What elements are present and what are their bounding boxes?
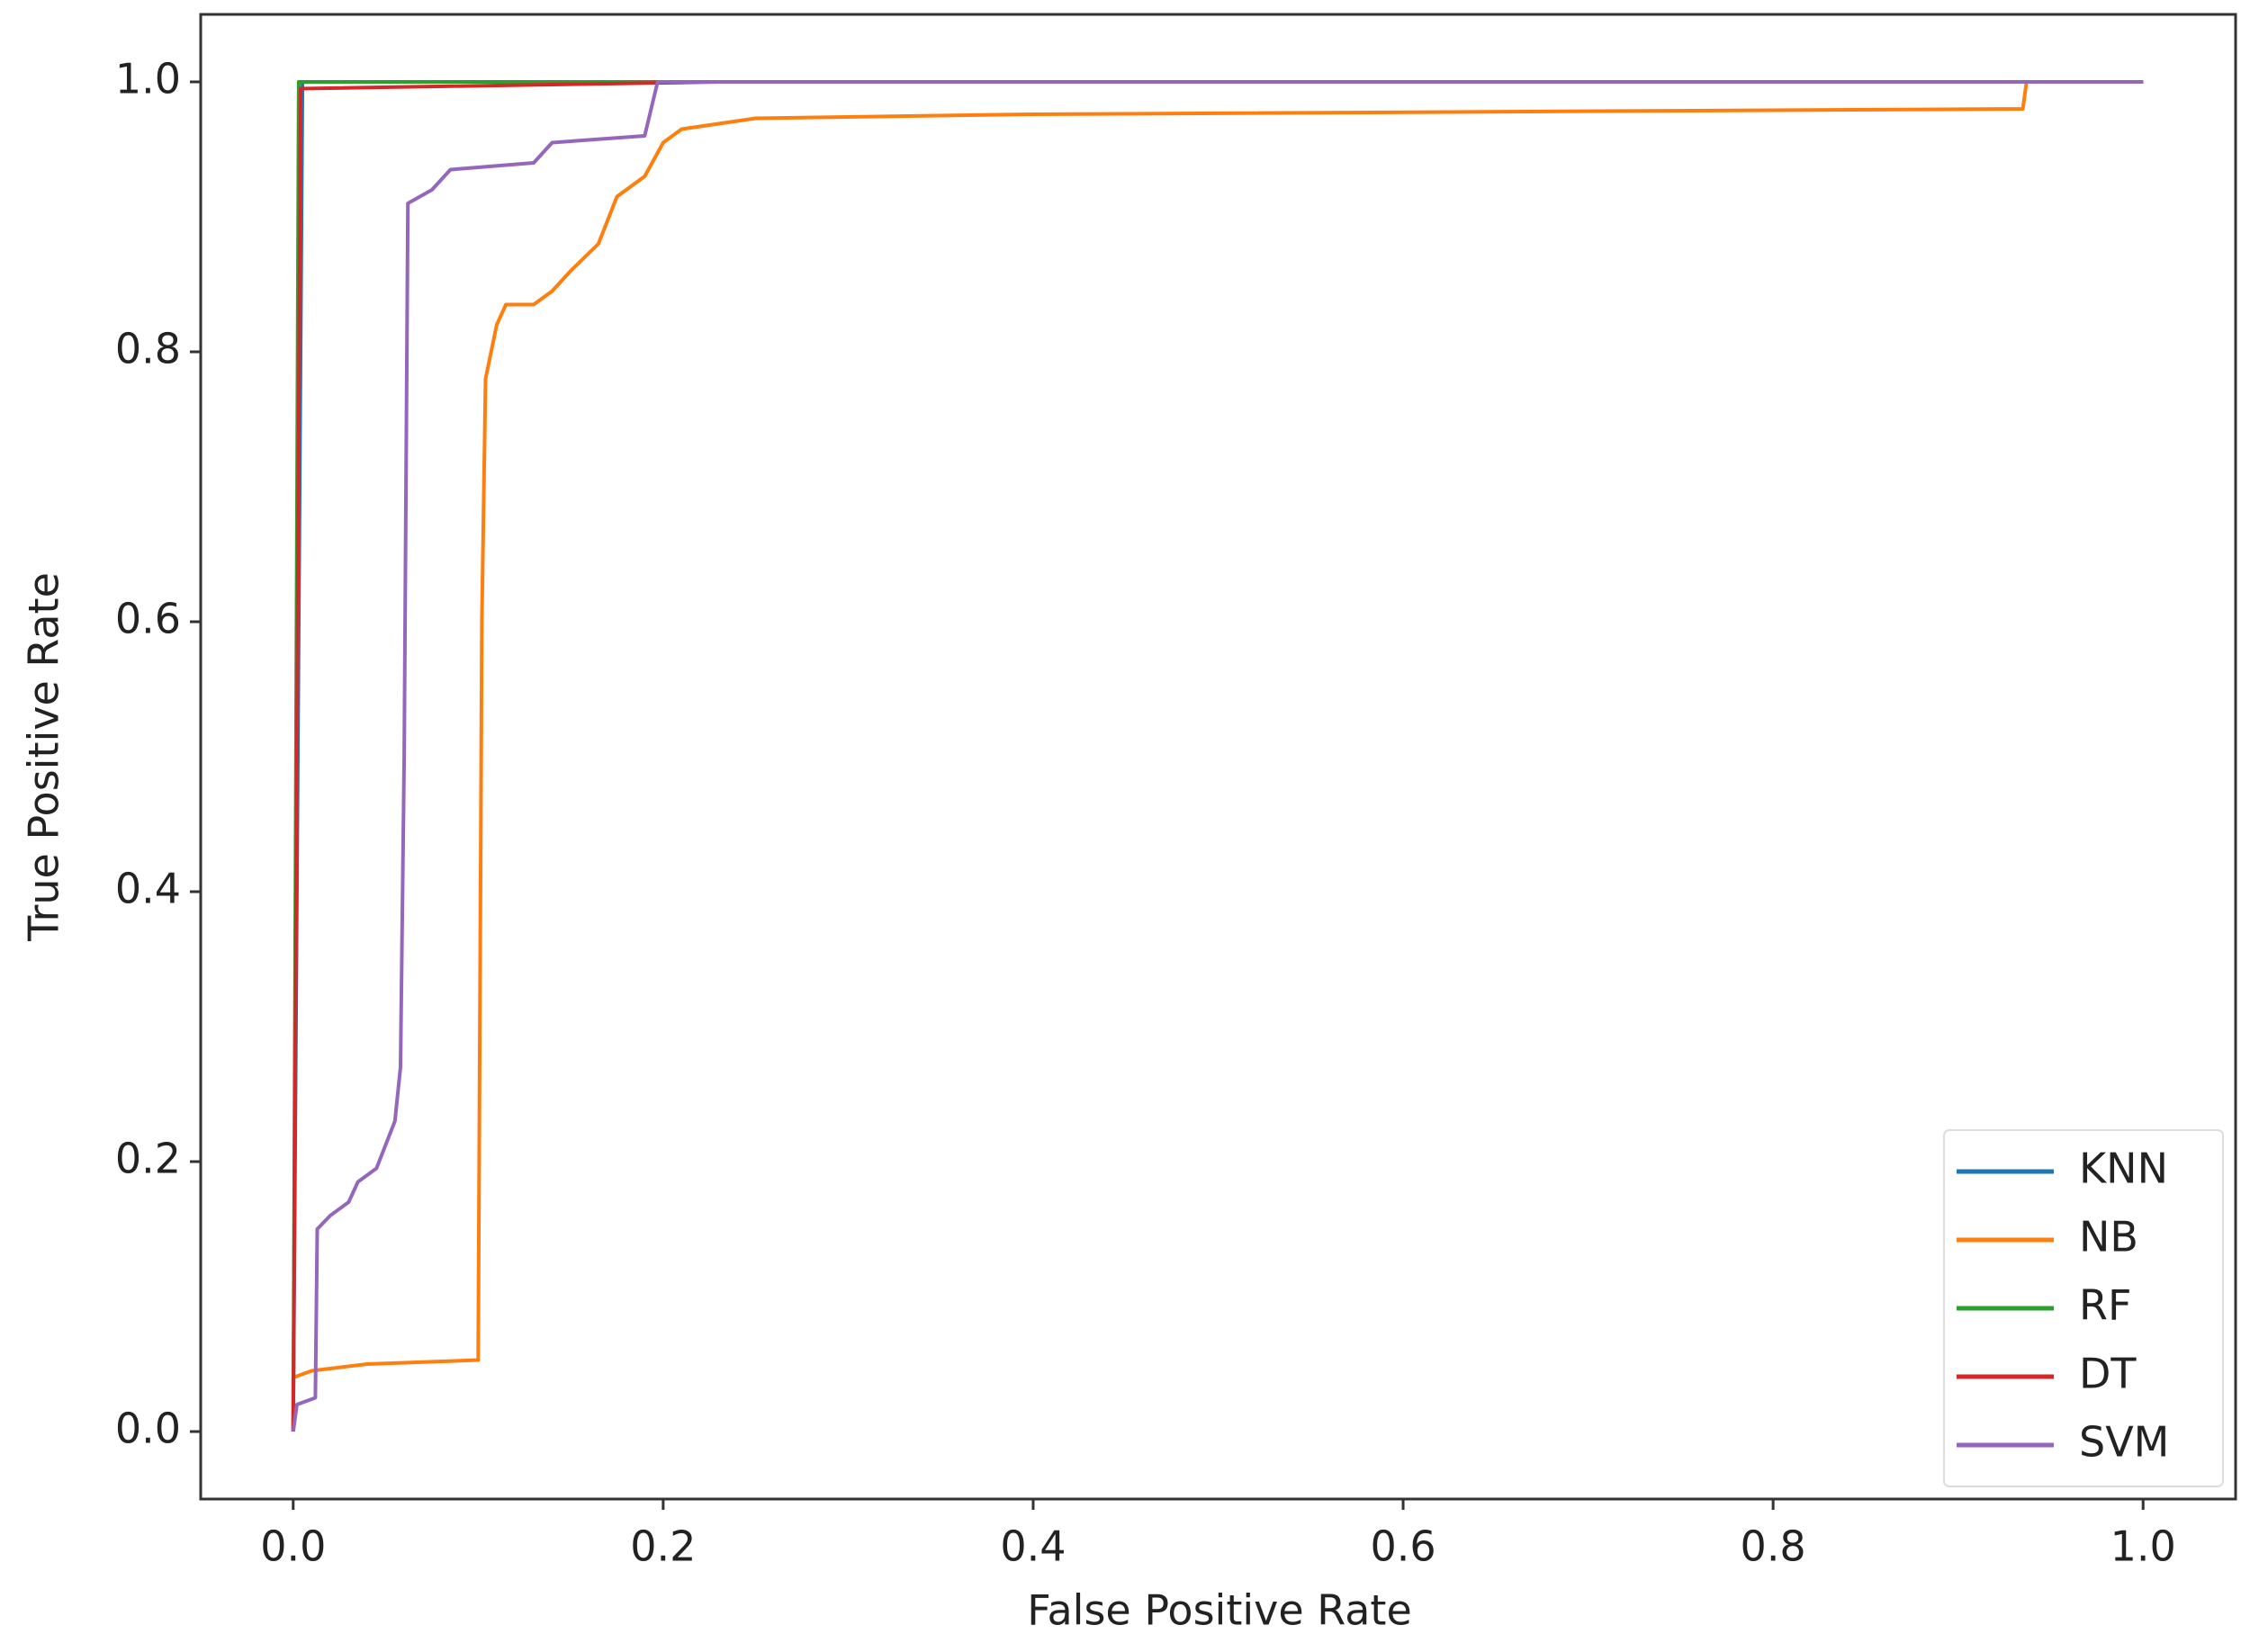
roc-line <box>291 80 2144 1432</box>
x-tick-label: 0.6 <box>1370 1522 1436 1571</box>
x-axis-label: False Positive Rate <box>1027 1586 1412 1635</box>
y-tick-label: 1.0 <box>115 55 181 103</box>
x-tick-label: 1.0 <box>2110 1522 2176 1571</box>
y-tick-label: 0.8 <box>115 325 181 373</box>
roc-line <box>291 80 2144 1432</box>
legend-label: DT <box>2079 1350 2137 1398</box>
roc-line <box>291 80 2144 1432</box>
x-tick-label: 0.0 <box>260 1522 326 1571</box>
legend-label: NB <box>2079 1213 2138 1261</box>
legend-label: KNN <box>2079 1145 2168 1193</box>
y-tick-label: 0.6 <box>115 595 181 643</box>
roc-line <box>291 80 2144 1432</box>
legend-label: RF <box>2079 1281 2131 1330</box>
legend-label: SVM <box>2079 1418 2169 1467</box>
y-tick-label: 0.4 <box>115 865 181 913</box>
x-tick-label: 0.8 <box>1741 1522 1806 1571</box>
y-tick-label: 0.0 <box>115 1405 181 1453</box>
plot-frame <box>199 13 2237 1501</box>
roc-line <box>291 80 2144 1432</box>
x-tick-label: 0.4 <box>1000 1522 1066 1571</box>
legend-box <box>1943 1129 2224 1487</box>
x-tick-label: 0.2 <box>630 1522 696 1571</box>
y-tick-label: 0.2 <box>115 1135 181 1183</box>
y-axis-label: True Positive Rate <box>20 572 68 942</box>
